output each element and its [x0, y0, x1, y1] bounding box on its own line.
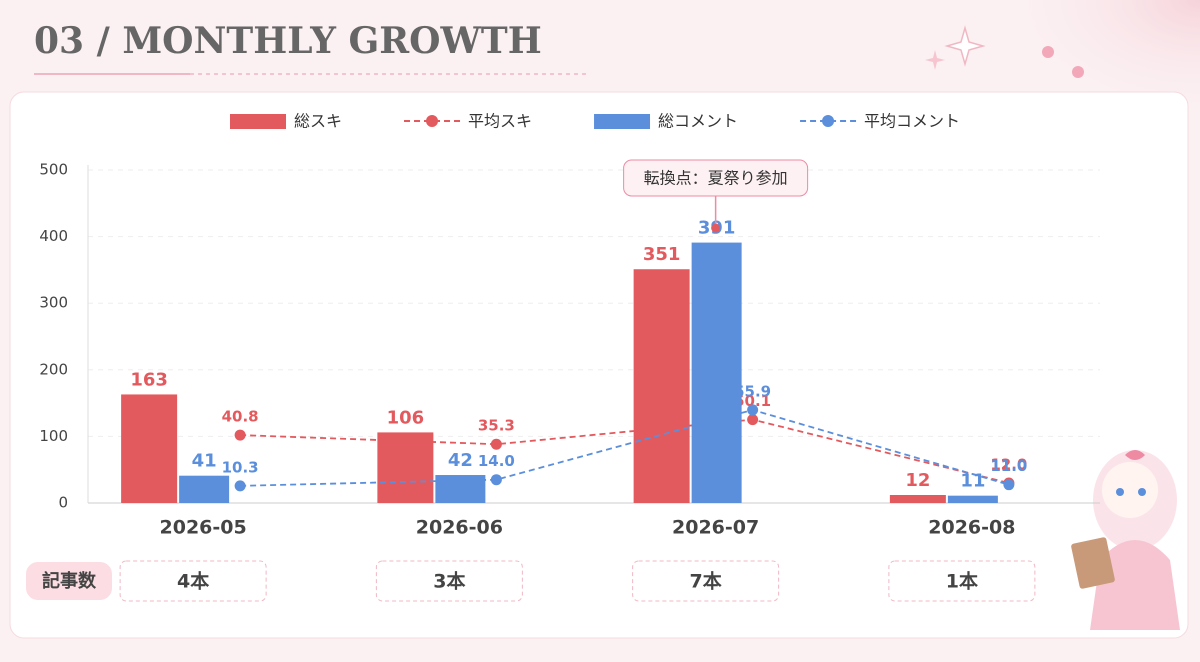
bar-value-label: 106 — [387, 407, 425, 428]
legend-dot — [426, 115, 439, 127]
line-value-label: 50.1 — [734, 392, 771, 410]
bar — [435, 475, 486, 503]
line-point — [1003, 479, 1015, 491]
line-point — [747, 414, 759, 426]
bar-value-label: 42 — [448, 450, 473, 471]
line-value-label: 14.0 — [478, 452, 515, 470]
count-box — [888, 560, 1036, 602]
y-tick-label: 200 — [39, 360, 68, 378]
annotation-text: 転換点：夏祭り参加 — [644, 169, 788, 188]
line-value-label: 55.9 — [734, 382, 771, 400]
count-label: 記事数 — [42, 570, 97, 592]
legend-item: 総コメント — [594, 112, 738, 131]
count-box — [119, 560, 267, 602]
bar — [633, 269, 690, 503]
sparkle — [925, 50, 945, 70]
sparkle — [944, 25, 986, 67]
x-tick-label: 2026-06 — [416, 517, 503, 539]
bar-value-label: 163 — [130, 369, 168, 390]
count-value: 3本 — [433, 570, 465, 593]
paw — [1042, 46, 1054, 58]
count-box — [632, 560, 780, 602]
count-label-box — [26, 562, 112, 600]
count-value: 4本 — [177, 570, 209, 593]
bar-value-label: 11 — [960, 471, 985, 492]
y-tick-label: 400 — [39, 227, 68, 245]
line-point — [490, 438, 502, 450]
line-value-label: 11.0 — [990, 457, 1027, 475]
line-point — [490, 474, 502, 486]
line-value-label: 40.8 — [222, 408, 259, 426]
y-tick-label: 100 — [39, 427, 68, 445]
bar — [889, 495, 946, 503]
legend-swatch — [594, 114, 651, 129]
line — [240, 418, 1010, 484]
line-point — [234, 480, 246, 492]
y-tick-label: 500 — [39, 161, 68, 179]
line-point — [747, 404, 759, 416]
count-value: 7本 — [690, 570, 722, 593]
slide-title: 03 / MONTHLY GROWTH — [34, 20, 542, 62]
line — [240, 408, 1010, 487]
x-tick-label: 2026-05 — [160, 517, 247, 539]
annotation-box — [623, 159, 809, 197]
legend-label: 総コメント — [658, 112, 738, 131]
legend-label: 総スキ — [294, 112, 342, 131]
bar-value-label: 12 — [905, 470, 930, 491]
y-tick-label: 0 — [58, 494, 68, 512]
legend-label: 平均スキ — [468, 112, 532, 131]
legend-item: 総スキ — [230, 112, 342, 131]
chart-panel — [9, 91, 1189, 639]
legend-dot — [822, 115, 835, 127]
line-value-label: 10.3 — [222, 458, 259, 476]
legend-item: 平均スキ — [404, 112, 532, 131]
bar-value-label: 351 — [643, 244, 681, 265]
bar — [377, 432, 434, 503]
paw — [1072, 66, 1084, 78]
x-tick-label: 2026-07 — [672, 517, 759, 539]
annotation-dot — [711, 223, 721, 233]
bar — [691, 242, 742, 503]
bar — [179, 475, 230, 503]
count-value: 1本 — [946, 570, 978, 593]
legend-item: 平均コメント — [800, 112, 960, 131]
character-illustration — [1071, 450, 1180, 630]
bar — [947, 495, 998, 503]
x-tick-label: 2026-08 — [928, 517, 1015, 539]
line-value-label: 12.0 — [990, 456, 1027, 474]
bar — [121, 394, 178, 503]
legend-label: 平均コメント — [864, 112, 960, 131]
count-box — [375, 560, 523, 602]
line-point — [234, 429, 246, 441]
bar-value-label: 41 — [192, 451, 217, 472]
legend-swatch — [230, 114, 286, 129]
y-tick-label: 300 — [39, 294, 68, 312]
line-value-label: 35.3 — [478, 417, 515, 435]
